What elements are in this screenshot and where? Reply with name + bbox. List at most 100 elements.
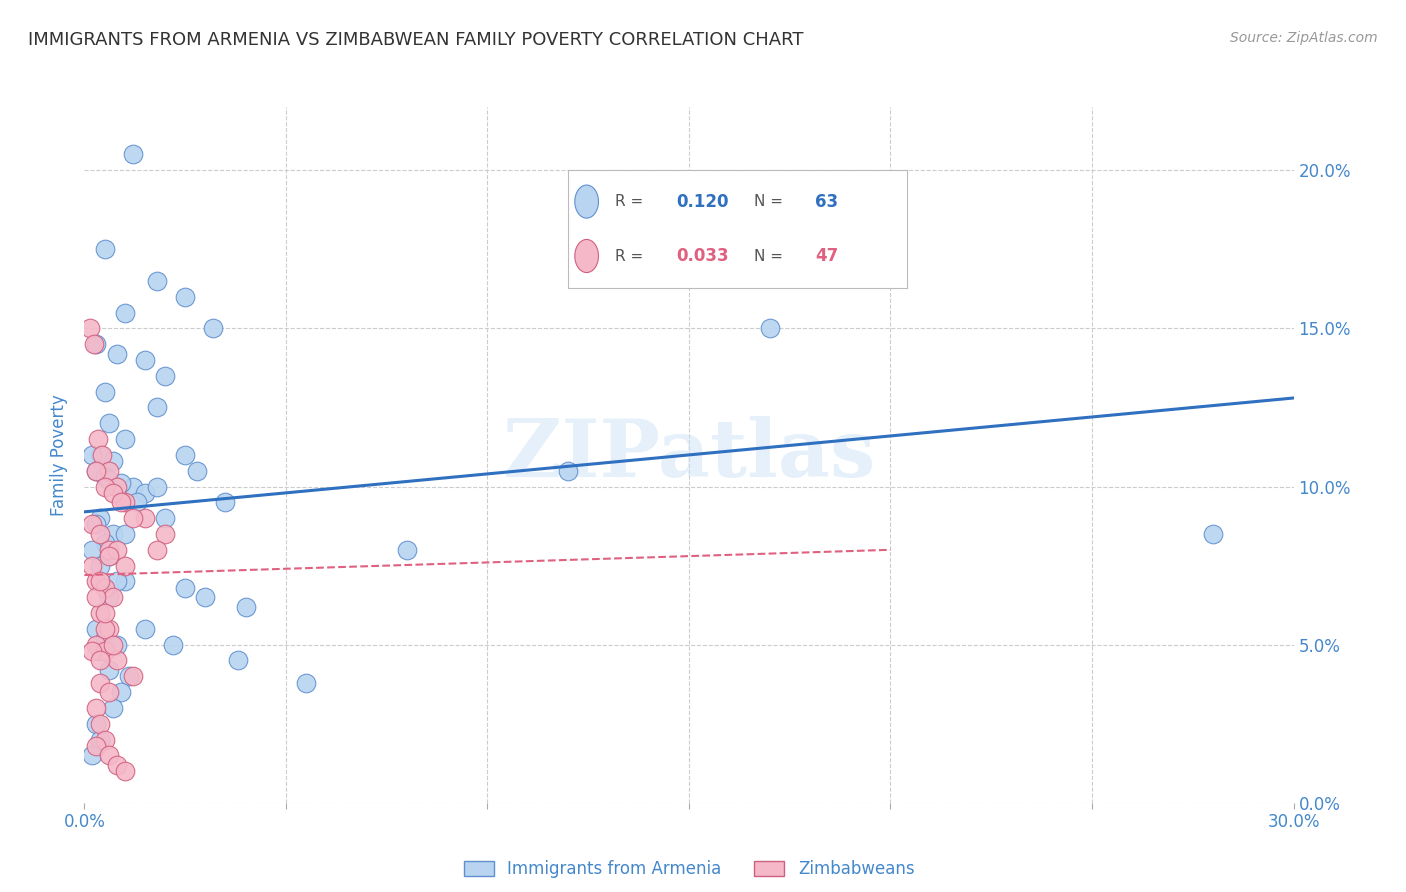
Point (97, 417, 120, 431)
Point (395, 542, 418, 557)
Point (114, 527, 136, 541)
Point (114, 432, 136, 446)
Point (93, 581, 115, 595)
Point (235, 599, 257, 614)
Point (89, 716, 111, 731)
Point (226, 653, 249, 667)
Point (89, 574, 111, 589)
Text: IMMIGRANTS FROM ARMENIA VS ZIMBABWEAN FAMILY POVERTY CORRELATION CHART: IMMIGRANTS FROM ARMENIA VS ZIMBABWEAN FA… (28, 31, 804, 49)
Point (82, 558, 104, 573)
Point (146, 479, 169, 493)
Point (174, 581, 197, 595)
Point (114, 305, 136, 319)
Point (121, 669, 143, 683)
Point (89, 527, 111, 541)
Point (134, 511, 156, 525)
Point (105, 574, 128, 589)
Point (121, 479, 143, 493)
Point (93, 470, 115, 484)
Point (86, 638, 108, 652)
Point (101, 527, 124, 541)
Point (114, 764, 136, 779)
Point (89, 644, 111, 658)
Point (105, 653, 128, 667)
Point (105, 757, 128, 772)
Point (86, 464, 108, 478)
Point (101, 486, 124, 500)
Point (93, 644, 115, 658)
Text: ZIPatlas: ZIPatlas (503, 416, 875, 494)
Point (97, 685, 120, 699)
Y-axis label: Family Poverty: Family Poverty (51, 394, 69, 516)
Point (82, 644, 104, 658)
Point (121, 511, 143, 525)
Point (86, 574, 108, 589)
Point (114, 558, 136, 573)
Point (86, 701, 108, 715)
Point (121, 147, 143, 161)
Point (93, 622, 115, 636)
Text: 47: 47 (815, 247, 838, 265)
Point (86, 591, 108, 605)
Point (110, 476, 132, 491)
Point (758, 321, 780, 335)
Point (89, 653, 111, 667)
Point (82, 517, 104, 532)
Point (105, 479, 128, 493)
Point (186, 464, 208, 478)
Point (174, 290, 197, 304)
Point (86, 337, 108, 351)
Point (118, 669, 141, 683)
Text: R =: R = (616, 249, 648, 263)
Point (83, 337, 105, 351)
Point (97, 549, 120, 563)
Text: 63: 63 (815, 193, 838, 211)
Point (105, 479, 128, 493)
Point (110, 685, 132, 699)
Legend: Immigrants from Armenia, Zimbabweans: Immigrants from Armenia, Zimbabweans (457, 854, 921, 885)
Point (1202, 527, 1225, 541)
Point (101, 701, 124, 715)
Point (162, 638, 184, 652)
Point (97, 549, 120, 563)
Point (97, 591, 120, 605)
Point (202, 321, 225, 335)
Point (101, 591, 124, 605)
Point (82, 542, 104, 557)
Point (134, 622, 156, 636)
Point (86, 464, 108, 478)
Point (86, 517, 108, 532)
Point (89, 606, 111, 620)
Point (101, 454, 124, 468)
Point (93, 732, 115, 747)
Point (97, 748, 120, 763)
Point (86, 622, 108, 636)
Point (134, 353, 156, 368)
Point (93, 632, 115, 646)
Text: N =: N = (754, 249, 789, 263)
Text: Source: ZipAtlas.com: Source: ZipAtlas.com (1230, 31, 1378, 45)
Point (89, 675, 111, 690)
Point (97, 473, 120, 487)
Point (89, 558, 111, 573)
Ellipse shape (575, 239, 599, 273)
Point (93, 384, 115, 399)
Point (87, 432, 110, 446)
Point (101, 638, 124, 652)
Point (86, 739, 108, 753)
Point (110, 495, 132, 509)
Point (93, 243, 115, 257)
Point (82, 448, 104, 462)
Point (91, 448, 114, 462)
Point (93, 606, 115, 620)
Point (79, 321, 101, 335)
Text: N =: N = (754, 194, 789, 209)
Point (125, 495, 148, 509)
Point (153, 527, 176, 541)
Point (82, 748, 104, 763)
Point (86, 716, 108, 731)
Point (97, 542, 120, 557)
Point (93, 536, 115, 550)
Point (114, 574, 136, 589)
Point (97, 464, 120, 478)
